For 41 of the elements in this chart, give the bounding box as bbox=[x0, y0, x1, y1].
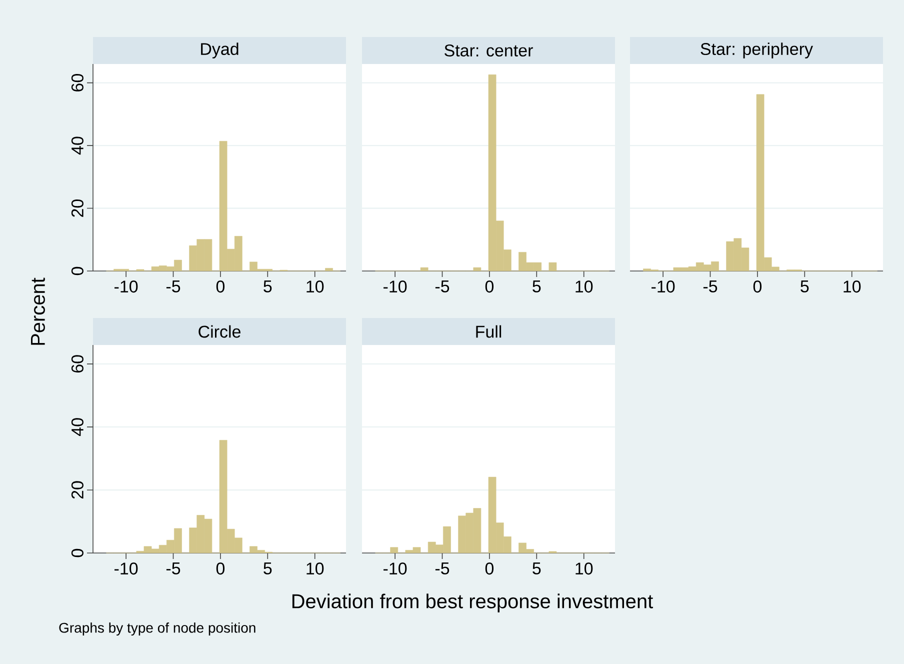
chart-title: Star: center bbox=[444, 44, 533, 57]
y-tick-label: 0 bbox=[71, 266, 84, 276]
x-tick-label: -10 bbox=[114, 562, 138, 575]
x-tick-label: -5 bbox=[435, 562, 450, 574]
x-tick-label: -10 bbox=[384, 280, 407, 293]
x-tick-label: 5 bbox=[264, 280, 272, 292]
x-tick-label: -5 bbox=[435, 280, 450, 292]
y-tick-label: 20 bbox=[71, 481, 84, 499]
chart-title: Full bbox=[476, 325, 502, 338]
x-tick-label: -10 bbox=[114, 280, 138, 293]
x-tick-label: 10 bbox=[306, 562, 324, 575]
x-tick-label: 5 bbox=[532, 280, 541, 292]
chart-title: Circle bbox=[198, 325, 240, 338]
x-tick-label: 5 bbox=[264, 562, 272, 574]
x-tick-label: -5 bbox=[703, 280, 718, 292]
y-axis-title: Percent bbox=[31, 278, 45, 345]
x-tick-label: 0 bbox=[485, 562, 494, 575]
y-tick-label: 60 bbox=[71, 74, 84, 92]
x-tick-label: 10 bbox=[844, 280, 861, 293]
x-tick-label: -5 bbox=[166, 562, 180, 574]
text: Graphs by type of node position bbox=[59, 622, 256, 636]
y-tick-label: 40 bbox=[71, 418, 84, 436]
y-tick-label: 20 bbox=[71, 199, 84, 217]
x-tick-label: 5 bbox=[800, 280, 809, 292]
x-tick-label: 10 bbox=[576, 280, 593, 293]
x-tick-label: -10 bbox=[384, 562, 407, 575]
x-tick-label: 0 bbox=[753, 280, 762, 293]
chart-title: Star: periphery bbox=[700, 42, 813, 58]
y-tick-label: 40 bbox=[71, 136, 84, 155]
x-axis-title: Deviation from best response investment bbox=[292, 594, 653, 612]
x-tick-label: 10 bbox=[306, 280, 324, 293]
y-tick-label: 0 bbox=[71, 548, 84, 558]
x-tick-label: 0 bbox=[485, 280, 494, 293]
x-tick-label: -10 bbox=[652, 280, 675, 293]
x-tick-label: 0 bbox=[216, 280, 225, 293]
chart-title: Dyad bbox=[201, 42, 238, 58]
x-tick-label: 5 bbox=[532, 562, 541, 574]
x-tick-label: 10 bbox=[576, 562, 593, 575]
x-tick-label: -5 bbox=[166, 280, 180, 292]
y-tick-label: 60 bbox=[71, 355, 84, 373]
x-tick-label: 0 bbox=[216, 562, 225, 575]
